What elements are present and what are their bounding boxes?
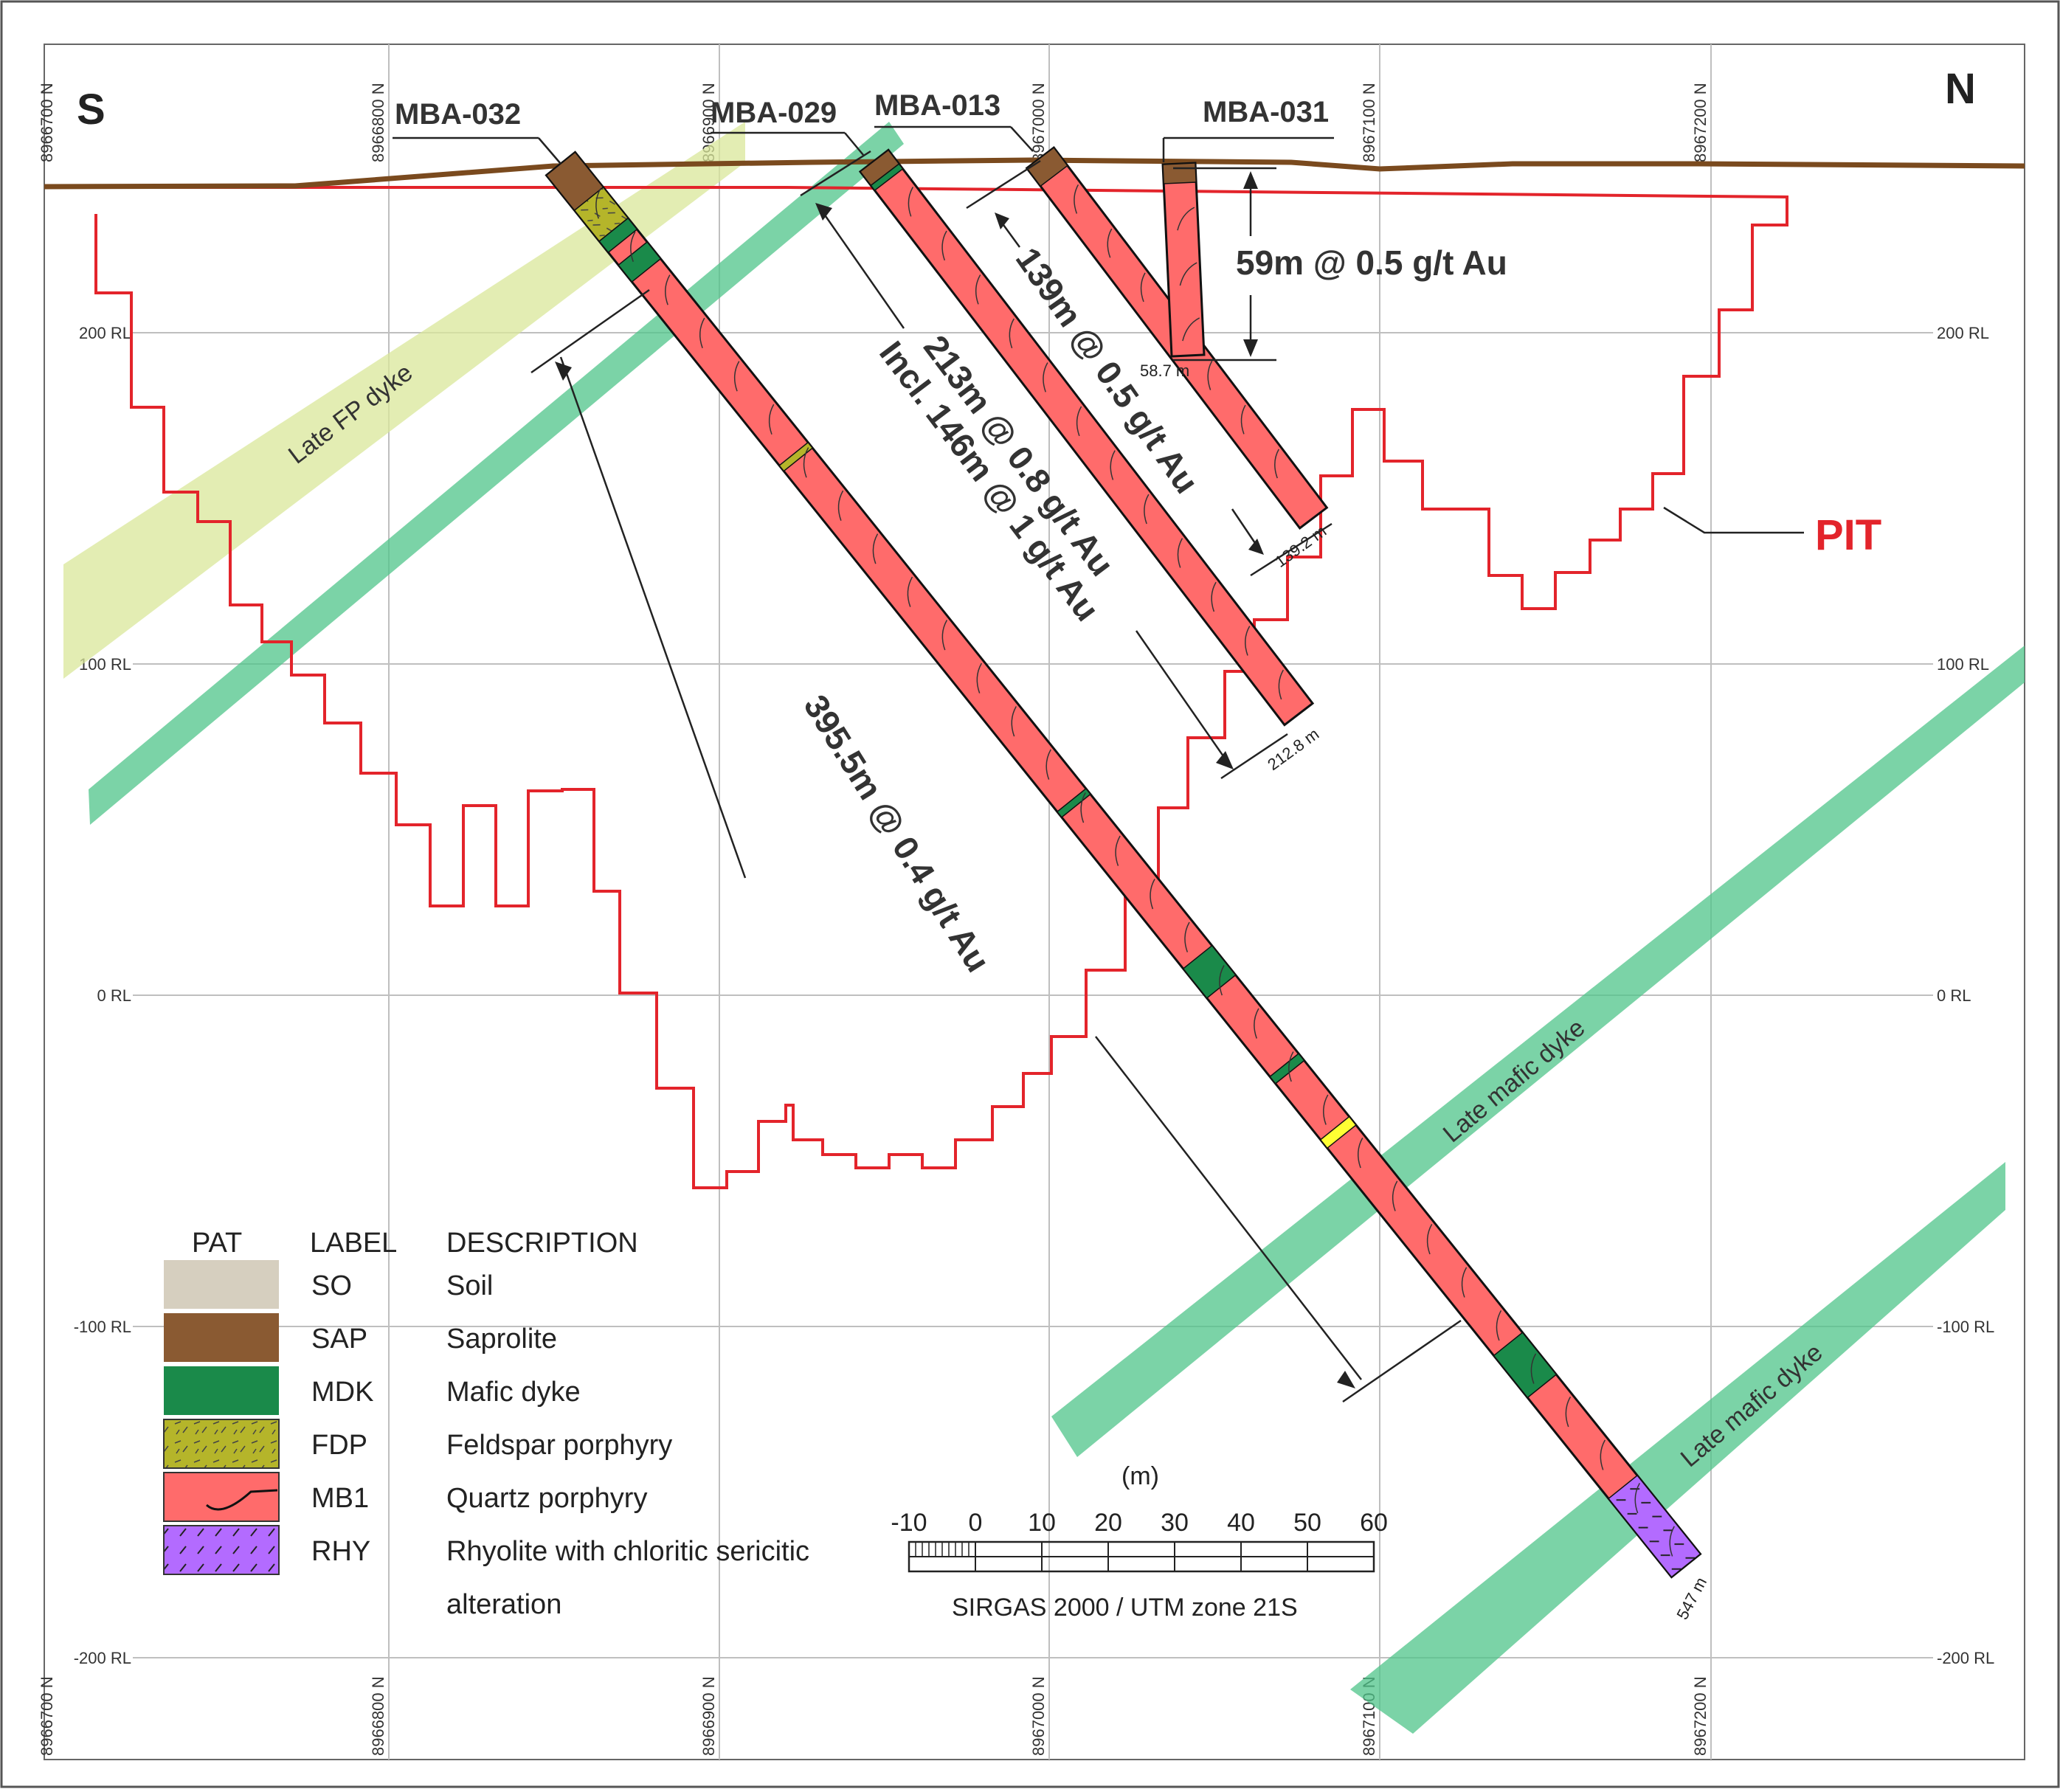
northing-label-top: 8967200 N: [1691, 83, 1710, 162]
rl-label-left: -100 RL: [74, 1318, 131, 1336]
rl-label-right: 100 RL: [1937, 655, 1989, 674]
northing-label-bottom: 8966700 N: [38, 1676, 56, 1756]
compass-north: N: [1945, 65, 1976, 113]
legend-desc-sap: Saprolite: [446, 1324, 557, 1355]
scale-tick-label: 30: [1161, 1509, 1189, 1537]
hole-mba-029: [858, 148, 1315, 727]
arrowheads: [555, 171, 1355, 1388]
rl-labels-right: 200 RL 100 RL 0 RL -100 RL -200 RL: [1937, 324, 1994, 1667]
northing-label-top: 8966800 N: [369, 83, 387, 162]
annotations: [393, 125, 1804, 1403]
rl-label-left: 200 RL: [79, 324, 131, 342]
scale-bar: (m) -10 0 10 20 30 40 50 60 SIRGAS 2000 / UTM z…: [891, 1462, 1387, 1622]
late-mafic-dyke-label-1: Late mafic dyke: [1438, 1014, 1591, 1148]
hole-mba-032: [545, 151, 1702, 1579]
intercept-mba-032: 395.5m @ 0.4 g/t Au: [797, 688, 998, 979]
legend-header-label: LABEL: [310, 1228, 397, 1259]
rl-label-left: 0 RL: [97, 986, 131, 1005]
scale-tick-label: 20: [1094, 1509, 1122, 1537]
northing-label-bottom: 8966900 N: [699, 1676, 718, 1756]
northing-label-bottom: 8967200 N: [1691, 1676, 1710, 1756]
northing-label-top: 8967000 N: [1029, 83, 1048, 162]
legend-swatch-mb1-curve: [205, 1489, 278, 1511]
legend-swatch-so: [164, 1260, 279, 1309]
legend-label-sap: SAP: [311, 1324, 367, 1355]
mafic-dyke-lower-2: [1350, 1162, 2005, 1734]
map-frame: [44, 44, 2025, 1760]
scale-crs: SIRGAS 2000 / UTM zone 21S: [952, 1594, 1298, 1622]
hole-label-mba-013: MBA-013: [874, 89, 1000, 122]
scale-tick-labels: -10 0 10 20 30 40 50 60: [891, 1509, 1387, 1537]
scale-tick-label: 40: [1227, 1509, 1255, 1537]
rl-label-right: -100 RL: [1937, 1318, 1994, 1336]
legend-header-description: DESCRIPTION: [446, 1228, 638, 1259]
legend-label-mb1: MB1: [311, 1483, 369, 1514]
hole-mba-031: [1161, 162, 1206, 358]
scale-tick-label: 10: [1028, 1509, 1056, 1537]
legend-desc-mdk: Mafic dyke: [446, 1377, 581, 1408]
legend-swatch-mb1: [163, 1472, 280, 1522]
legend-desc-rhy-line2: alteration: [446, 1589, 561, 1620]
hole-label-mba-032: MBA-032: [395, 98, 521, 131]
late-mafic-dyke-label-2: Late mafic dyke: [1676, 1338, 1828, 1473]
northing-label-top: 8967100 N: [1360, 83, 1378, 162]
northing-label-top: 8966700 N: [38, 83, 56, 162]
pit-label: PIT: [1815, 511, 1881, 559]
scale-tick-label: -10: [891, 1509, 927, 1537]
mafic-dyke-lower-1: [1051, 646, 2025, 1457]
rl-label-left: -200 RL: [74, 1649, 131, 1667]
legend-desc-rhy: Rhyolite with chloritic sericitic: [446, 1536, 809, 1567]
legend-desc-so: Soil: [446, 1270, 493, 1301]
depth-label-mba-029: 212.8 m: [1264, 724, 1322, 774]
scale-ticks: [908, 1542, 1375, 1571]
legend-label-so: SO: [311, 1270, 352, 1301]
legend-label-mdk: MDK: [311, 1377, 373, 1408]
northing-label-bottom: 8966800 N: [369, 1676, 387, 1756]
legend-swatch-sap: [164, 1313, 279, 1362]
scale-tick-label: 60: [1360, 1509, 1388, 1537]
legend-label-fdp: FDP: [311, 1430, 367, 1461]
late-fp-dyke: [63, 122, 745, 679]
rl-label-right: 0 RL: [1937, 986, 1971, 1005]
legend-desc-mb1: Quartz porphyry: [446, 1483, 647, 1514]
topography-line: [44, 157, 2025, 190]
scale-tick-label: 50: [1293, 1509, 1321, 1537]
legend-swatch-rhy: [163, 1525, 280, 1575]
depth-label-mba-031: 58.7 m: [1140, 361, 1189, 380]
scale-unit: (m): [1121, 1462, 1159, 1490]
legend-header-pat: PAT: [192, 1228, 242, 1259]
depth-label-mba-032: 547 m: [1673, 1574, 1710, 1623]
legend-swatch-fdp: [163, 1419, 280, 1469]
hole-label-mba-029: MBA-029: [711, 97, 837, 129]
legend-label-rhy: RHY: [311, 1536, 370, 1567]
drill-holes: [545, 146, 1702, 1579]
pit-outline: [46, 186, 1788, 1189]
coordinate-grid: [133, 44, 1933, 1760]
hole-label-mba-031: MBA-031: [1203, 96, 1329, 128]
legend-desc-fdp: Feldspar porphyry: [446, 1430, 672, 1461]
legend-swatch-mdk: [164, 1366, 279, 1415]
compass-south: S: [77, 86, 106, 134]
rl-label-right: 200 RL: [1937, 324, 1989, 342]
rl-label-right: -200 RL: [1937, 1649, 1994, 1667]
legend: PAT LABEL DESCRIPTION SO SAP MDK FDP MB1…: [163, 1228, 809, 1620]
scale-tick-label: 0: [969, 1509, 983, 1537]
intercept-mba-031: 59m @ 0.5 g/t Au: [1236, 243, 1507, 282]
northing-labels-top: 8966700 N 8966800 N 8966900 N 8967000 N 8967…: [38, 83, 1710, 162]
northing-label-bottom: 8967000 N: [1029, 1676, 1048, 1756]
